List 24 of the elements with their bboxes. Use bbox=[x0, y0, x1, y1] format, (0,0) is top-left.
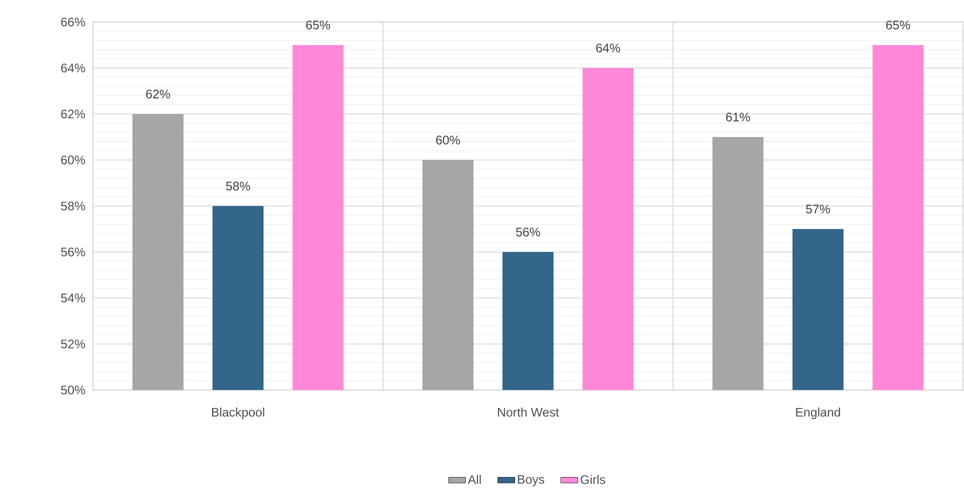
data-label: 65% bbox=[306, 20, 330, 30]
y-tick-label: 54% bbox=[61, 294, 86, 302]
legend-label: Boys bbox=[518, 475, 544, 486]
y-tick-label: 60% bbox=[61, 156, 86, 164]
y-tick-label: 52% bbox=[61, 340, 86, 348]
y-tick-label: 56% bbox=[61, 248, 86, 256]
y-tick-label: 62% bbox=[61, 110, 86, 118]
data-label: 62% bbox=[146, 90, 170, 98]
x-tick-label: North West bbox=[498, 408, 559, 417]
legend-label: All bbox=[468, 474, 481, 484]
y-tick-label: 58% bbox=[61, 202, 86, 210]
x-tick-label: England bbox=[796, 408, 840, 420]
data-label: 65% bbox=[886, 20, 910, 30]
legend-label: Girls bbox=[580, 474, 606, 484]
data-label: 58% bbox=[226, 182, 250, 190]
x-tick-label: Blackpool bbox=[212, 408, 264, 420]
data-label: 61% bbox=[726, 112, 750, 122]
y-tick-label: 50% bbox=[61, 386, 86, 394]
y-tick-label: 64% bbox=[61, 64, 86, 72]
data-label: 64% bbox=[596, 44, 620, 52]
y-tick-label: 66% bbox=[61, 18, 86, 26]
data-label: 60% bbox=[436, 136, 460, 144]
data-label: 57% bbox=[806, 204, 830, 214]
data-label: 56% bbox=[516, 228, 540, 236]
